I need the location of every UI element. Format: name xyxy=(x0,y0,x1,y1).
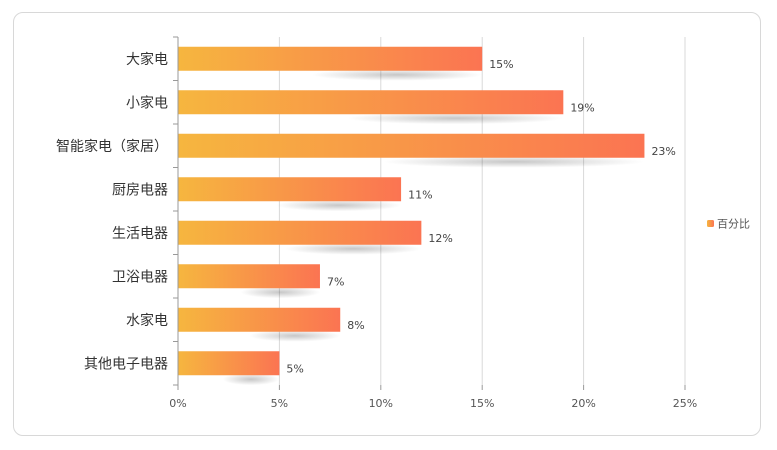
bar-shadows xyxy=(222,68,645,386)
data-label: 7% xyxy=(327,275,344,288)
bar xyxy=(178,264,320,289)
category-label: 其他电子电器 xyxy=(84,356,168,372)
bar-shadow xyxy=(347,112,564,125)
bar-shadow xyxy=(285,242,422,255)
data-label: 15% xyxy=(489,58,513,71)
legend: 百分比 xyxy=(707,218,750,231)
x-tick-label: 15% xyxy=(470,397,494,410)
category-label: 卫浴电器 xyxy=(112,269,168,285)
bar xyxy=(178,133,645,158)
bar xyxy=(178,351,280,376)
bar-shadow xyxy=(383,155,645,168)
category-label: 厨房电器 xyxy=(112,182,168,198)
x-tick-label: 10% xyxy=(369,397,393,410)
bar-shadow xyxy=(240,286,320,299)
data-label: 5% xyxy=(286,362,303,375)
data-label: 11% xyxy=(408,188,432,201)
bar xyxy=(178,220,422,245)
bar xyxy=(178,90,564,115)
category-label: 智能家电（家居） xyxy=(56,138,168,155)
x-tick-label: 20% xyxy=(571,397,595,410)
bar xyxy=(178,307,341,332)
x-tick-label: 0% xyxy=(169,397,186,410)
bar xyxy=(178,177,402,202)
category-label: 小家电 xyxy=(126,94,168,111)
bar-shadow xyxy=(276,199,402,212)
bar-shadow xyxy=(311,68,483,81)
bar-shadow xyxy=(222,373,280,386)
category-label: 大家电 xyxy=(126,51,168,68)
axes xyxy=(173,36,686,390)
x-tick-label: 5% xyxy=(271,397,288,410)
data-label: 12% xyxy=(428,232,452,245)
legend-label: 百分比 xyxy=(717,218,750,231)
x-tick-label: 25% xyxy=(673,397,697,410)
bars xyxy=(178,46,645,376)
bar-shadow xyxy=(249,329,341,342)
labels: 0% 5% 10% 15% 20% 25% 15% 大家电 19% 小家电 23% 智能家电（家居） 1… xyxy=(56,51,697,410)
legend-swatch xyxy=(707,220,714,227)
category-label: 生活电器 xyxy=(112,226,168,242)
data-label: 19% xyxy=(570,101,594,114)
category-label: 水家电 xyxy=(126,312,168,329)
bar xyxy=(178,46,483,71)
data-label: 23% xyxy=(651,145,675,158)
data-label: 8% xyxy=(347,319,364,332)
